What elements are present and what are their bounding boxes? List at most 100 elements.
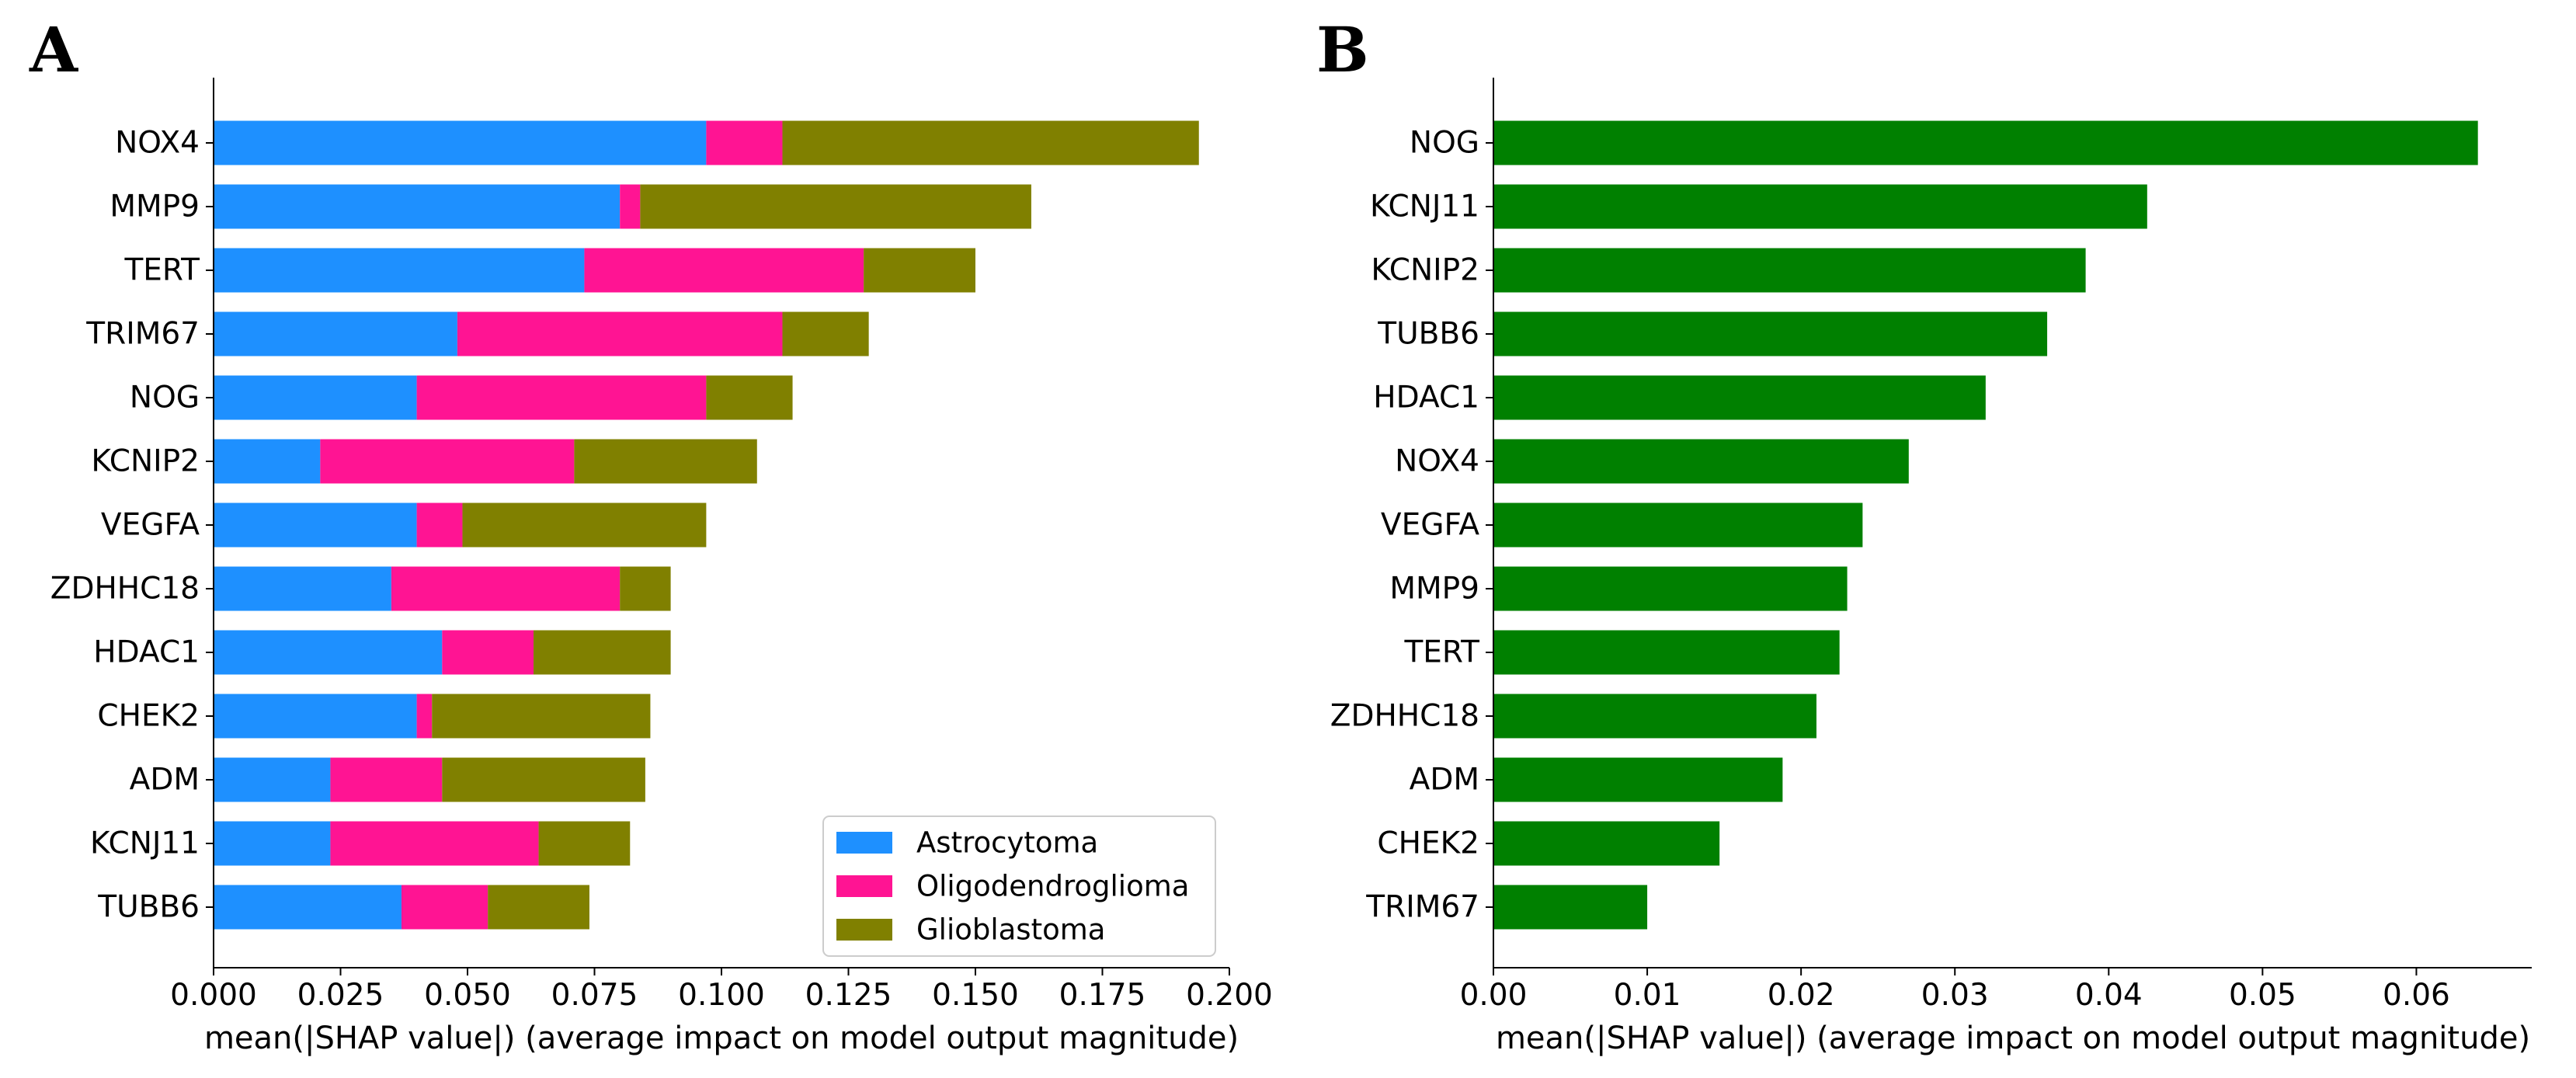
bar-TUBB6-Astrocytoma: [214, 885, 402, 930]
bar-CHEK2-Astrocytoma: [214, 694, 417, 739]
x-tick-label: 0.200: [1186, 978, 1273, 1013]
x-tick-label: 0.06: [2383, 978, 2450, 1013]
bar-ZDHHC18-Oligodendroglioma: [391, 566, 621, 611]
bar-ZDHHC18: [1493, 694, 1816, 739]
bar-ZDHHC18-Glioblastoma: [620, 566, 671, 611]
bar-NOG-Glioblastoma: [706, 375, 793, 420]
y-tick-label: TUBB6: [97, 890, 200, 925]
bar-TRIM67-Glioblastoma: [782, 311, 869, 356]
y-tick-label: TUBB6: [1377, 317, 1479, 352]
x-tick-label: 0.02: [1768, 978, 1835, 1013]
y-tick-label: KCNIP2: [1371, 253, 1479, 288]
bar-KCNIP2-Oligodendroglioma: [320, 439, 575, 484]
y-tick-label: VEGFA: [1381, 508, 1479, 543]
bar-MMP9-Astrocytoma: [214, 184, 621, 229]
bar-TERT: [1493, 630, 1840, 675]
legend-box: [822, 815, 1216, 957]
bar-CHEK2: [1493, 821, 1720, 866]
x-tick-label: 0.05: [2229, 978, 2296, 1013]
y-tick-label: ADM: [130, 763, 200, 798]
x-tick-label: 0.100: [678, 978, 765, 1013]
bar-KCNIP2: [1493, 248, 2086, 293]
y-tick-label: NOG: [130, 381, 200, 416]
legend-label-Oligodendroglioma: Oligodendroglioma: [916, 870, 1189, 903]
bar-VEGFA-Glioblastoma: [462, 502, 707, 548]
y-tick-label: TERT: [1403, 635, 1479, 670]
y-tick-label: CHEK2: [1377, 826, 1479, 861]
y-tick-label: ZDHHC18: [50, 572, 200, 607]
chart-root: A NOX4 MMP9 TERT TRIM67 NOG KCNIP2 VEGFA ZDHHC18…: [29, 13, 2532, 1056]
bar-KCNJ11-Astrocytoma: [214, 821, 331, 866]
y-tick-label: MMP9: [1389, 572, 1479, 607]
x-tick-label: 0.025: [297, 978, 384, 1013]
x-tick-label: 0.150: [932, 978, 1019, 1013]
bar-TRIM67-Astrocytoma: [214, 311, 457, 356]
y-tick-label: ADM: [1410, 763, 1479, 798]
legend-label-Glioblastoma: Glioblastoma: [916, 913, 1105, 947]
y-tick-label: TRIM67: [1365, 890, 1479, 925]
bar-KCNIP2-Astrocytoma: [214, 439, 321, 484]
bar-KCNJ11-Glioblastoma: [538, 821, 631, 866]
bar-NOG-Oligodendroglioma: [416, 375, 707, 420]
y-tick-label: KCNJ11: [90, 826, 200, 861]
x-tick-label: 0.125: [805, 978, 892, 1013]
bar-NOX4-Oligodendroglioma: [706, 120, 783, 165]
legend-swatch-Oligodendroglioma: [836, 875, 892, 897]
panel-letter-B: B: [1316, 13, 1369, 86]
x-axis-title: mean(|SHAP value|) (average impact on mo…: [204, 1021, 1239, 1056]
bar-ADM-Astrocytoma: [214, 757, 331, 802]
y-tick-label: TERT: [123, 253, 200, 288]
bar-HDAC1-Astrocytoma: [214, 630, 443, 675]
bar-VEGFA: [1493, 502, 1863, 548]
bar-HDAC1-Oligodendroglioma: [442, 630, 534, 675]
bar-TUBB6-Glioblastoma: [488, 885, 589, 930]
y-tick-label: VEGFA: [101, 508, 200, 543]
bar-TERT-Glioblastoma: [864, 248, 975, 293]
x-tick-label: 0.04: [2075, 978, 2143, 1013]
y-tick-label: NOG: [1410, 126, 1479, 161]
bar-ADM-Glioblastoma: [442, 757, 645, 802]
bar-HDAC1: [1493, 375, 1986, 420]
x-tick-label: 0.050: [424, 978, 511, 1013]
bar-TUBB6-Oligodendroglioma: [401, 885, 488, 930]
x-tick-label: 0.000: [170, 978, 257, 1013]
bar-TUBB6: [1493, 311, 2048, 356]
bar-NOG: [1493, 120, 2478, 165]
bar-ADM-Oligodendroglioma: [330, 757, 443, 802]
legend-label-Astrocytoma: Astrocytoma: [916, 826, 1098, 860]
x-tick-label: 0.01: [1614, 978, 1681, 1013]
bar-KCNJ11-Oligodendroglioma: [330, 821, 539, 866]
panel-B: B NOG KCNJ11 KCNIP2 TUBB6 HDAC1 NOX4 VEGFA MMP9 T…: [1316, 13, 2532, 1056]
bar-HDAC1-Glioblastoma: [534, 630, 671, 675]
bar-MMP9: [1493, 566, 1848, 611]
x-axis-title: mean(|SHAP value|) (average impact on mo…: [1496, 1021, 2530, 1056]
y-tick-label: ZDHHC18: [1330, 699, 1479, 734]
bar-KCNIP2-Glioblastoma: [574, 439, 757, 484]
y-tick-label: CHEK2: [97, 699, 200, 734]
bar-TERT-Oligodendroglioma: [584, 248, 864, 293]
y-tick-label: TRIM67: [85, 317, 200, 352]
y-tick-label: KCNJ11: [1370, 190, 1479, 224]
bar-MMP9-Glioblastoma: [640, 184, 1031, 229]
bar-NOX4-Glioblastoma: [782, 120, 1199, 165]
legend: Astrocytoma Oligodendroglioma Glioblastoma: [822, 815, 1216, 957]
bar-TRIM67-Oligodendroglioma: [457, 311, 783, 356]
legend-swatch-Astrocytoma: [836, 832, 892, 854]
legend-swatch-Glioblastoma: [836, 919, 892, 941]
bar-ADM: [1493, 757, 1783, 802]
bar-NOX4-Astrocytoma: [214, 120, 707, 165]
bar-TERT-Astrocytoma: [214, 248, 585, 293]
bar-MMP9-Oligodendroglioma: [620, 184, 641, 229]
x-tick-label: 0.075: [551, 978, 638, 1013]
bar-CHEK2-Glioblastoma: [432, 694, 651, 739]
x-tick-label: 0.175: [1059, 978, 1146, 1013]
y-tick-label: NOX4: [115, 126, 200, 161]
bar-ZDHHC18-Astrocytoma: [214, 566, 391, 611]
x-tick-label: 0.03: [1921, 978, 1989, 1013]
panel-letter-A: A: [29, 13, 78, 86]
bar-VEGFA-Oligodendroglioma: [416, 502, 463, 548]
y-tick-label: HDAC1: [1373, 381, 1479, 416]
bar-NOX4: [1493, 439, 1909, 484]
y-tick-label: MMP9: [110, 190, 200, 224]
